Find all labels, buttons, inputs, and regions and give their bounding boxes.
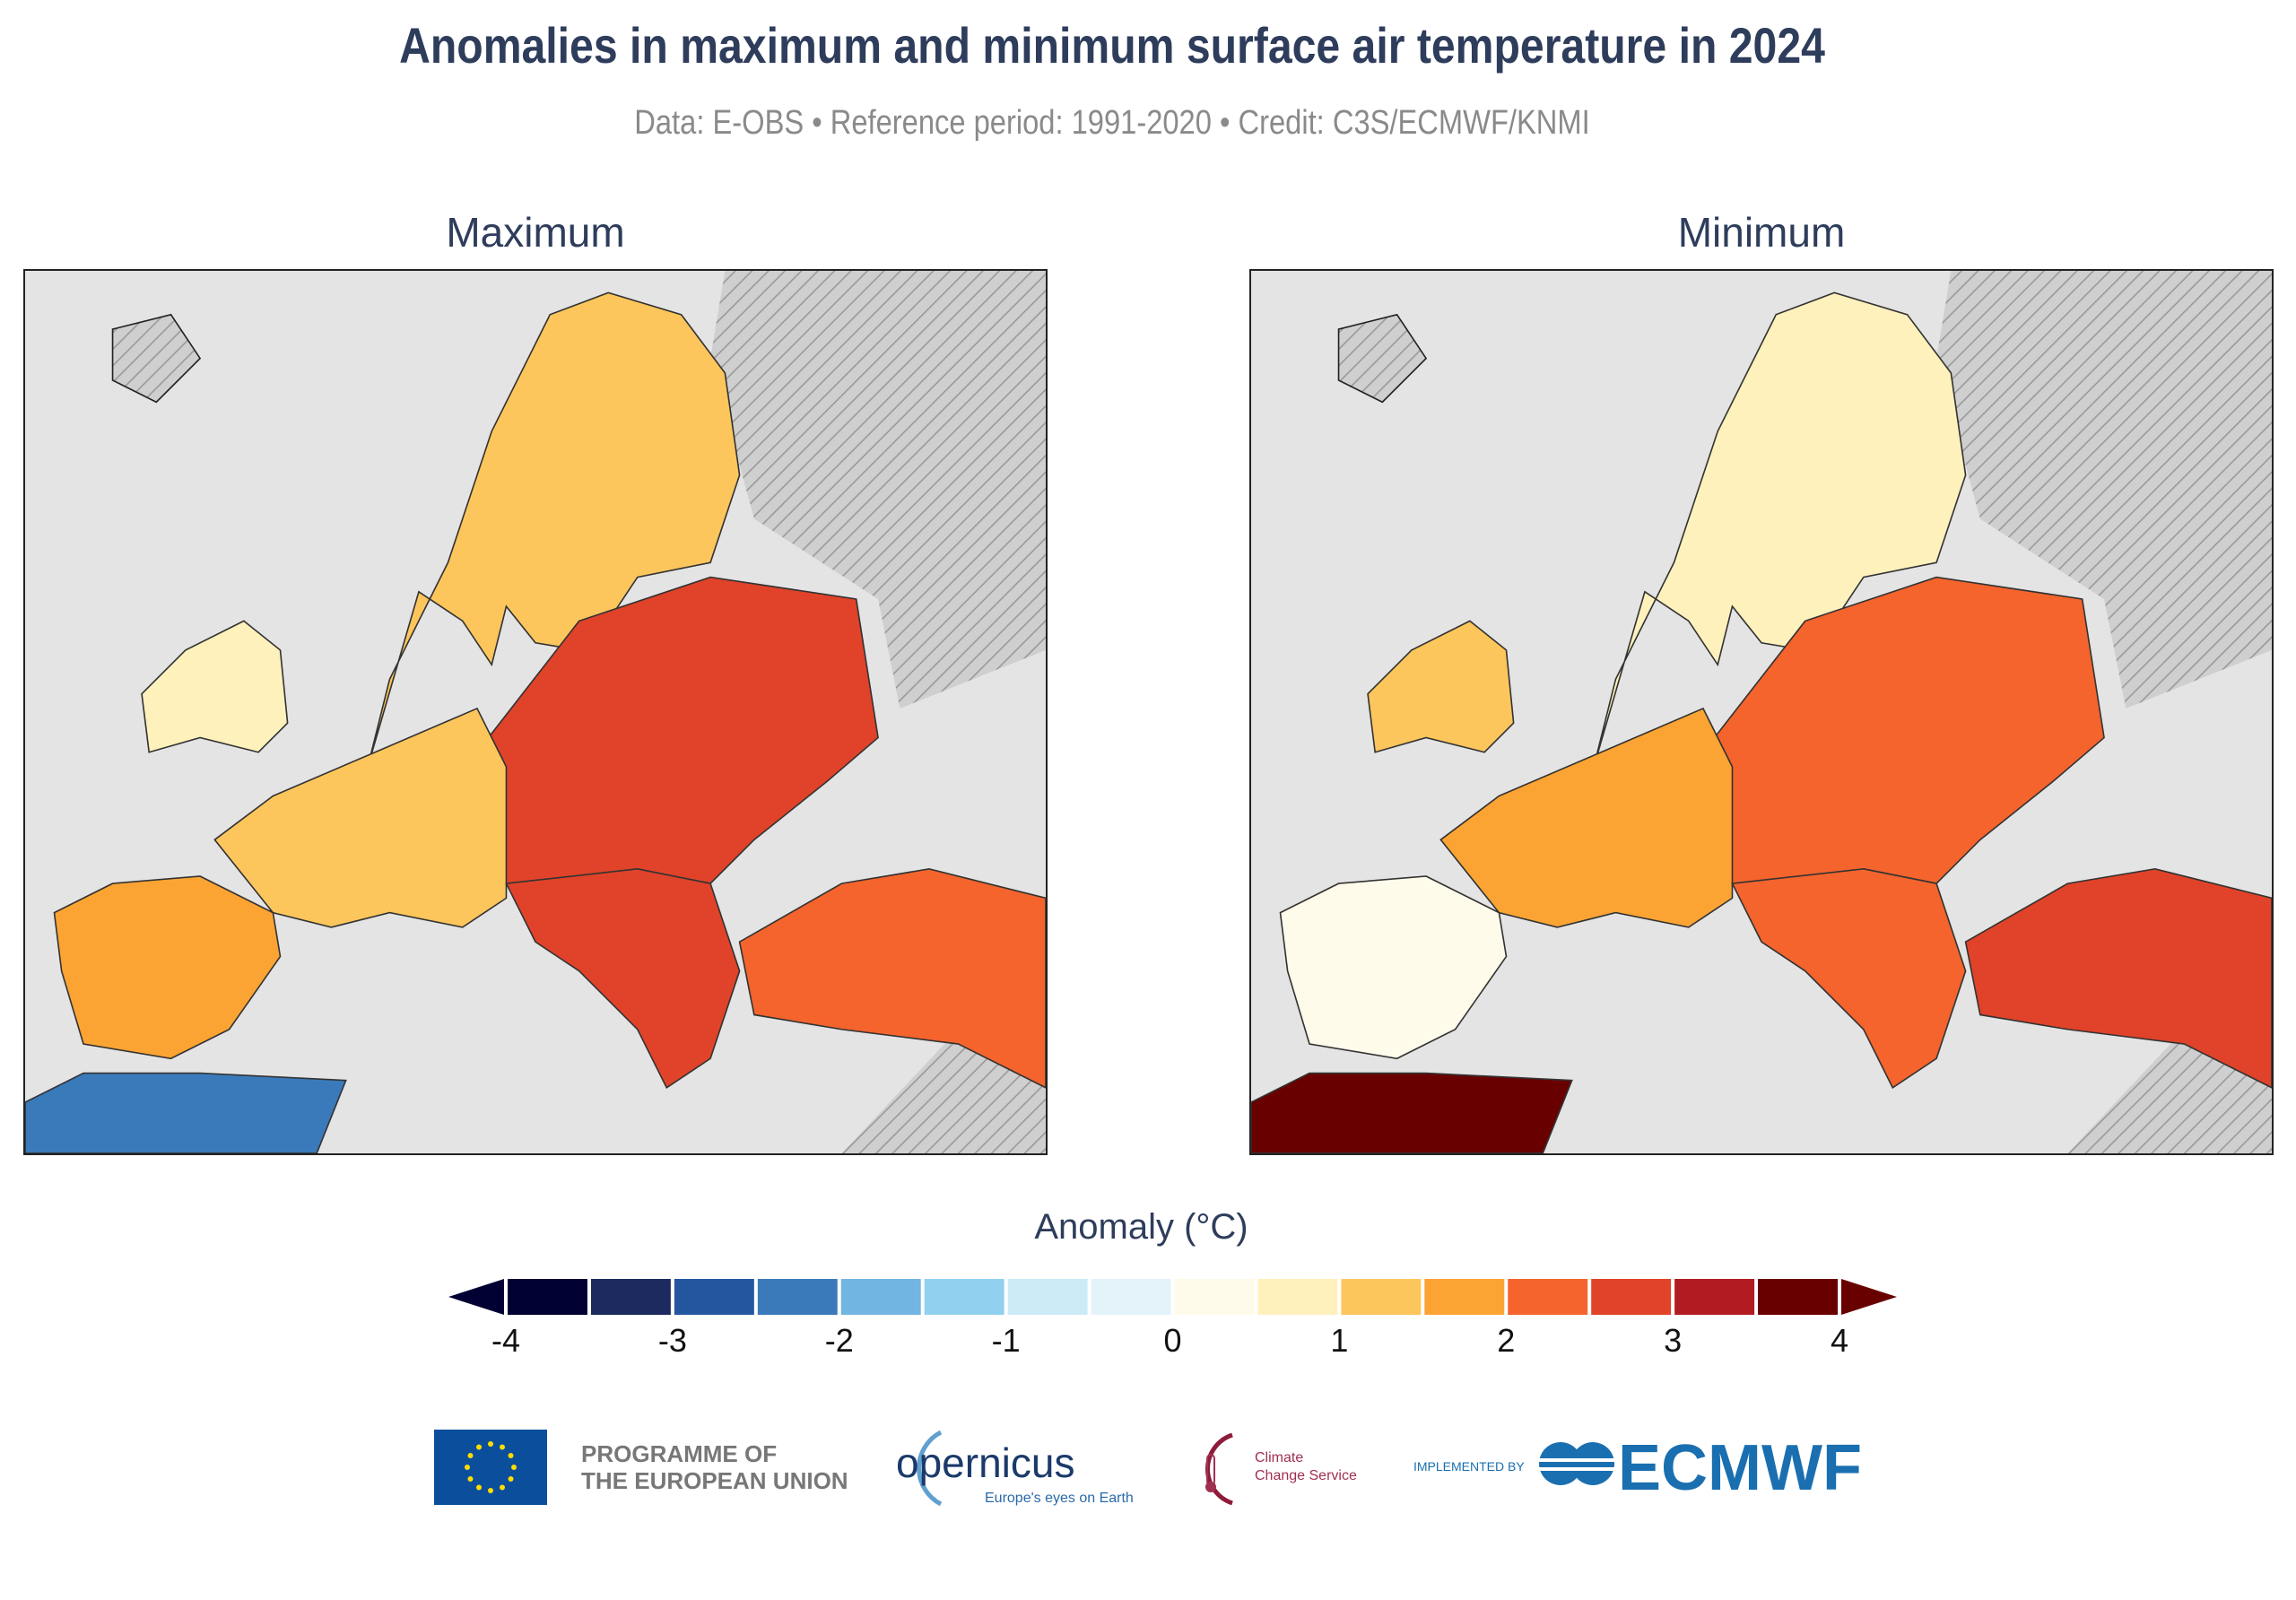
eu-star-icon [467,1453,474,1458]
iceland-no-data [111,313,202,404]
colorbar [448,1279,1897,1315]
colorbar-segment [840,1279,921,1315]
no-data-region-east [1936,271,2272,709]
eu-star-icon [476,1484,482,1491]
colorbar-extend-low [448,1279,504,1315]
map-region-turkey [1964,868,2272,1089]
eu-star-icon [511,1465,517,1470]
panel-title-minimum: Minimum [1677,209,1846,256]
eu-star-icon [488,1488,493,1493]
eu-star-icon [465,1465,470,1470]
colorbar-segment [508,1279,587,1315]
colorbar-segment [590,1279,671,1315]
map-region-north-africa [25,1072,347,1153]
copernicus-logo: opernicus [896,1439,1075,1486]
map-region-balkans [1731,868,1967,1089]
eu-star-icon [467,1476,474,1482]
map-region-uk-ireland [141,620,289,753]
colorbar-segment [1174,1279,1255,1315]
colorbar-tick-label: -3 [657,1322,687,1359]
map-region-scandinavia [367,291,741,768]
eu-star-icon [508,1453,514,1458]
colorbar-segment [674,1279,754,1315]
c3s-logo-text: Climate Change Service [1255,1450,1357,1483]
map-region-balkans [505,868,741,1089]
eu-programme-text: PROGRAMME OF THE EUROPEAN UNION [581,1440,848,1494]
colorbar-extend-high [1841,1279,1897,1315]
map-region-west-europe [1439,707,1734,928]
eu-star-icon [500,1444,505,1450]
colorbar-tick-label: -4 [491,1322,520,1359]
colorbar-tick-label: 2 [1497,1322,1516,1359]
colorbar-segment [757,1279,838,1315]
colorbar-segment [1257,1279,1338,1315]
implemented-by-text: IMPLEMENTED BY [1413,1459,1525,1474]
eu-star-icon [476,1444,482,1450]
ecmwf-logo: ECMWF [1618,1432,1862,1504]
map-region-west-europe [213,707,508,928]
colorbar-segment [1591,1279,1672,1315]
map-region-turkey [738,868,1046,1089]
copernicus-tagline: Europe's eyes on Earth [985,1491,1134,1506]
colorbar-tick-label: 1 [1330,1322,1349,1359]
colorbar-tick-label: 3 [1664,1322,1683,1359]
eu-star-icon [500,1484,505,1491]
map-region-iberia [53,875,282,1060]
eu-star-icon [508,1476,514,1482]
colorbar-segment [1758,1279,1838,1315]
no-data-region-east [710,271,1046,709]
map-region-north-africa [1251,1072,1573,1153]
colorbar-segment [1674,1279,1755,1315]
eu-star-icon [488,1441,493,1447]
copernicus-arc-icon [917,1430,943,1507]
map-maximum [23,269,1048,1155]
colorbar-segment [1007,1279,1088,1315]
colorbar-tick-label: 4 [1830,1322,1849,1359]
map-minimum [1249,269,2274,1155]
iceland-no-data [1337,313,1428,404]
logo-bar: PROGRAMME OF THE EUROPEAN UNION opernicus… [434,1428,1869,1509]
colorbar-segment [1424,1279,1505,1315]
map-region-scandinavia [1593,291,1967,768]
eu-flag-logo [434,1430,547,1505]
ecmwf-symbol-icon [1539,1442,1614,1485]
chart-subtitle: Data: E-OBS • Reference period: 1991-202… [634,104,1590,142]
colorbar-segment [1508,1279,1588,1315]
colorbar-segment [1091,1279,1171,1315]
map-region-uk-ireland [1367,620,1515,753]
colorbar-tick-label: 0 [1163,1322,1182,1359]
panel-title-maximum: Maximum [446,209,625,256]
colorbar-segment [924,1279,1004,1315]
chart-title: Anomalies in maximum and minimum surface… [399,17,1825,74]
colorbar-title: Anomaly (°C) [1034,1207,1248,1247]
c3s-thermometer-icon [1205,1432,1233,1506]
colorbar-tick-label: -1 [991,1322,1021,1359]
colorbar-tick-label: -2 [824,1322,854,1359]
map-region-iberia [1279,875,1508,1060]
colorbar-segment [1341,1279,1422,1315]
